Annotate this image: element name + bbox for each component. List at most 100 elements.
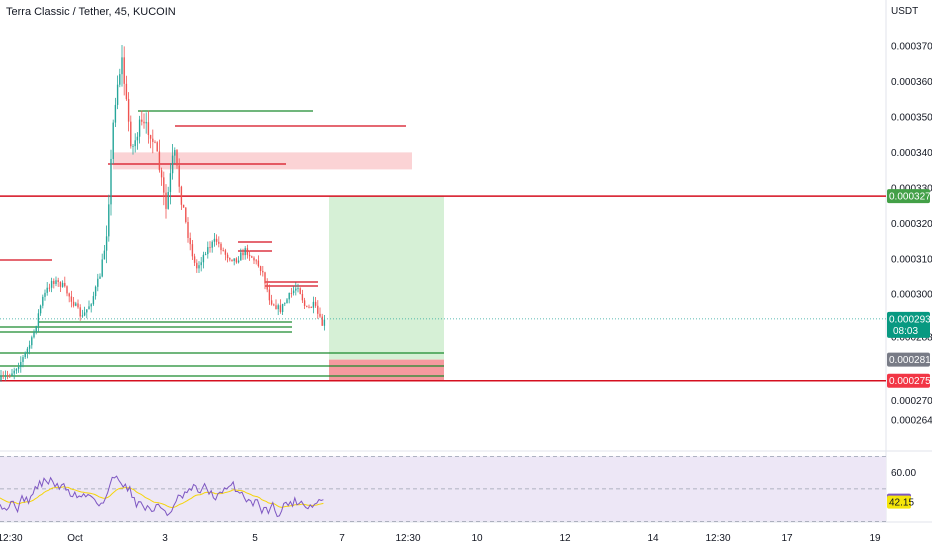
- candle-body[interactable]: [279, 305, 282, 312]
- candle-body[interactable]: [57, 280, 59, 282]
- candle-body[interactable]: [253, 257, 255, 261]
- rsi-line[interactable]: [0, 475, 324, 518]
- candle-body[interactable]: [6, 375, 9, 377]
- candle-body[interactable]: [273, 304, 275, 306]
- candle-body[interactable]: [22, 357, 24, 362]
- candle-body[interactable]: [262, 270, 264, 273]
- candle-body[interactable]: [169, 173, 172, 193]
- candle-body[interactable]: [207, 247, 209, 255]
- candle-body[interactable]: [240, 252, 242, 261]
- candle-body[interactable]: [226, 254, 229, 259]
- candle-body[interactable]: [44, 292, 46, 297]
- candle-body[interactable]: [48, 287, 51, 289]
- candle-body[interactable]: [90, 304, 92, 307]
- candle-body[interactable]: [61, 282, 64, 287]
- candle-body[interactable]: [266, 283, 268, 290]
- candle-body[interactable]: [270, 300, 273, 305]
- candle-body[interactable]: [20, 361, 22, 368]
- candle-body[interactable]: [299, 288, 301, 294]
- candle-body[interactable]: [257, 260, 260, 267]
- candle-body[interactable]: [154, 141, 156, 143]
- candle-body[interactable]: [46, 287, 48, 293]
- candle-body[interactable]: [37, 313, 40, 327]
- drawn-levels[interactable]: [0, 110, 886, 382]
- candle-body[interactable]: [119, 74, 121, 85]
- candle-body[interactable]: [288, 293, 290, 300]
- candle-body[interactable]: [189, 237, 191, 245]
- candle-body[interactable]: [277, 305, 279, 310]
- candle-body[interactable]: [64, 282, 66, 287]
- candle-body[interactable]: [70, 296, 73, 302]
- candle-body[interactable]: [312, 301, 315, 308]
- candle-body[interactable]: [77, 303, 79, 308]
- candle-body[interactable]: [220, 243, 222, 251]
- candle-body[interactable]: [11, 373, 13, 376]
- candle-body[interactable]: [24, 352, 26, 358]
- candle-body[interactable]: [306, 305, 308, 307]
- candle-body[interactable]: [72, 301, 75, 306]
- candle-body[interactable]: [215, 238, 218, 242]
- candle-body[interactable]: [259, 266, 262, 271]
- candle-body[interactable]: [127, 99, 130, 122]
- candle-body[interactable]: [156, 142, 158, 152]
- candle-body[interactable]: [147, 122, 150, 136]
- candle-body[interactable]: [94, 286, 97, 297]
- candle-body[interactable]: [66, 286, 68, 294]
- candle-body[interactable]: [292, 290, 295, 294]
- candle-body[interactable]: [130, 121, 132, 147]
- candle-body[interactable]: [31, 337, 33, 346]
- candle-body[interactable]: [35, 326, 37, 333]
- candle-body[interactable]: [319, 313, 321, 317]
- candle-body[interactable]: [99, 276, 101, 279]
- candle-body[interactable]: [308, 306, 310, 308]
- candle-body[interactable]: [13, 370, 15, 374]
- candle-body[interactable]: [15, 368, 18, 371]
- candle-body[interactable]: [242, 252, 244, 256]
- candle-body[interactable]: [323, 319, 326, 326]
- candle-body[interactable]: [180, 186, 183, 205]
- candle-body[interactable]: [229, 258, 231, 260]
- candle-body[interactable]: [114, 104, 117, 123]
- candle-body[interactable]: [83, 312, 86, 316]
- position-stop-area[interactable]: [329, 359, 444, 381]
- candle-body[interactable]: [196, 262, 198, 269]
- candle-body[interactable]: [246, 248, 249, 255]
- candle-body[interactable]: [145, 122, 147, 124]
- candle-body[interactable]: [68, 293, 70, 297]
- candle-body[interactable]: [237, 260, 240, 263]
- candle-body[interactable]: [4, 375, 7, 377]
- candle-body[interactable]: [112, 122, 114, 159]
- candle-body[interactable]: [231, 259, 233, 261]
- candle-body[interactable]: [152, 138, 154, 142]
- price-axis[interactable]: 0.00037000 0.00036000 0.00035000 0.00034000…: [891, 42, 932, 427]
- candle-body[interactable]: [33, 332, 35, 338]
- candle-body[interactable]: [167, 192, 169, 209]
- candle-body[interactable]: [191, 244, 194, 257]
- candle-body[interactable]: [110, 158, 112, 205]
- candle-body[interactable]: [185, 207, 187, 223]
- candle-body[interactable]: [50, 280, 53, 288]
- candle-body[interactable]: [268, 289, 271, 301]
- candle-body[interactable]: [187, 222, 189, 238]
- candle-body[interactable]: [244, 248, 246, 256]
- candle-body[interactable]: [321, 316, 323, 326]
- candle-body[interactable]: [310, 307, 312, 308]
- candle-body[interactable]: [92, 296, 95, 305]
- candle-body[interactable]: [86, 309, 88, 313]
- candle-body[interactable]: [149, 135, 152, 139]
- candle-body[interactable]: [143, 121, 145, 124]
- candle-body[interactable]: [2, 375, 4, 377]
- candle-body[interactable]: [88, 306, 90, 310]
- candle-body[interactable]: [290, 293, 293, 294]
- candle-body[interactable]: [79, 307, 81, 317]
- candle-body[interactable]: [233, 258, 235, 261]
- candle-body[interactable]: [235, 258, 238, 263]
- candle-body[interactable]: [174, 150, 176, 156]
- candle-body[interactable]: [42, 296, 44, 306]
- position-profit-area[interactable]: [329, 196, 444, 360]
- candle-body[interactable]: [281, 303, 284, 312]
- candle-body[interactable]: [108, 204, 110, 237]
- candle-body[interactable]: [275, 305, 277, 310]
- candle-body[interactable]: [134, 140, 136, 147]
